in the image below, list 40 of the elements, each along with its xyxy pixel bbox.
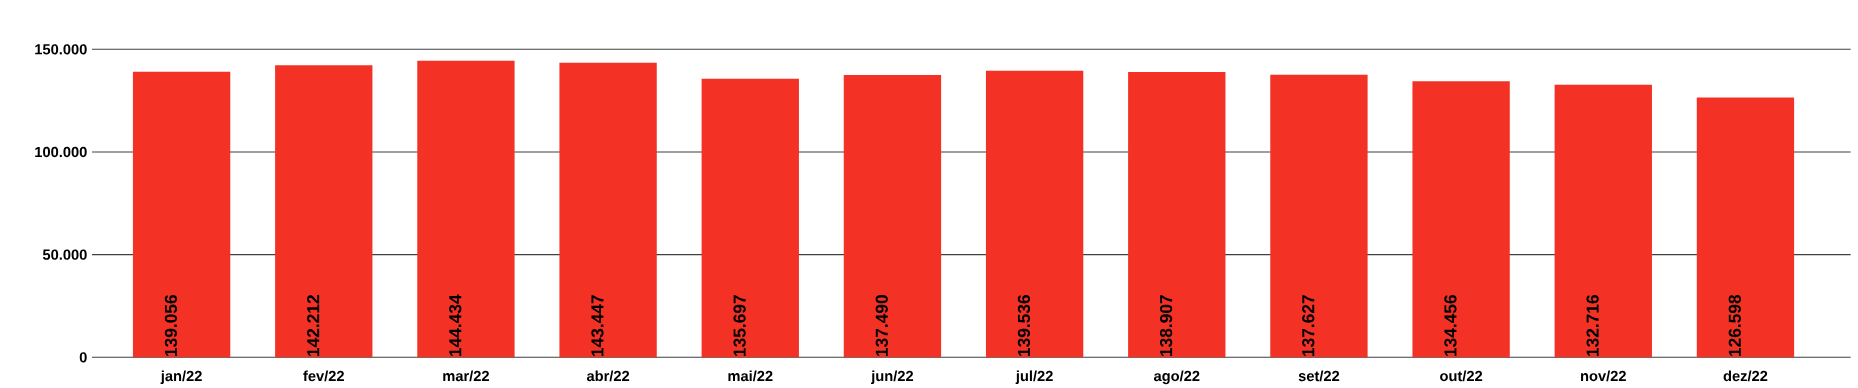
- bar: [1554, 84, 1652, 358]
- x-tick-label: out/22: [1440, 370, 1483, 382]
- x-tick-label: mai/22: [728, 370, 773, 382]
- bar: [1696, 97, 1795, 358]
- bar: [843, 75, 942, 358]
- x-tick-label: jun/22: [871, 370, 914, 385]
- data-label: 134.456: [1444, 295, 1457, 356]
- bar: [1270, 74, 1368, 358]
- x-tick-label: set/22: [1298, 370, 1340, 382]
- bar: [1128, 72, 1226, 358]
- y-tick-label: 0: [79, 352, 87, 363]
- bar: [417, 60, 515, 358]
- x-tick-label: ago/22: [1153, 370, 1200, 385]
- y-tick-label: 50.000: [42, 249, 87, 260]
- bar: [985, 70, 1084, 358]
- data-label: 132.716: [1586, 295, 1599, 356]
- x-tick-label: nov/22: [1581, 370, 1626, 382]
- bar: [1412, 81, 1510, 358]
- data-label: 143.447: [591, 295, 604, 356]
- x-tick-label: mar/22: [443, 370, 489, 382]
- data-label: 137.490: [875, 295, 888, 356]
- data-label: 139.536: [1017, 295, 1031, 356]
- data-label: 138.907: [1159, 295, 1173, 356]
- bar: [275, 65, 373, 358]
- bar: [132, 71, 231, 358]
- x-tick-label: dez/22: [1723, 370, 1768, 382]
- data-label: 135.697: [733, 295, 746, 356]
- x-tick-label: jan/22: [160, 370, 202, 385]
- data-label: 139.056: [164, 295, 178, 356]
- data-label: 126.598: [1728, 294, 1741, 356]
- bar: [701, 78, 799, 358]
- data-label: 142.212: [307, 295, 320, 356]
- bar: [559, 62, 657, 358]
- data-label: 144.434: [449, 294, 462, 356]
- data-label: 137.627: [1302, 295, 1315, 356]
- x-tick-label: abr/22: [586, 370, 630, 382]
- x-tick-label: fev/22: [303, 370, 344, 382]
- x-tick-label: jul/22: [1015, 370, 1053, 385]
- y-tick-label: 150.000: [35, 44, 87, 55]
- y-tick-label: 100.000: [35, 146, 87, 158]
